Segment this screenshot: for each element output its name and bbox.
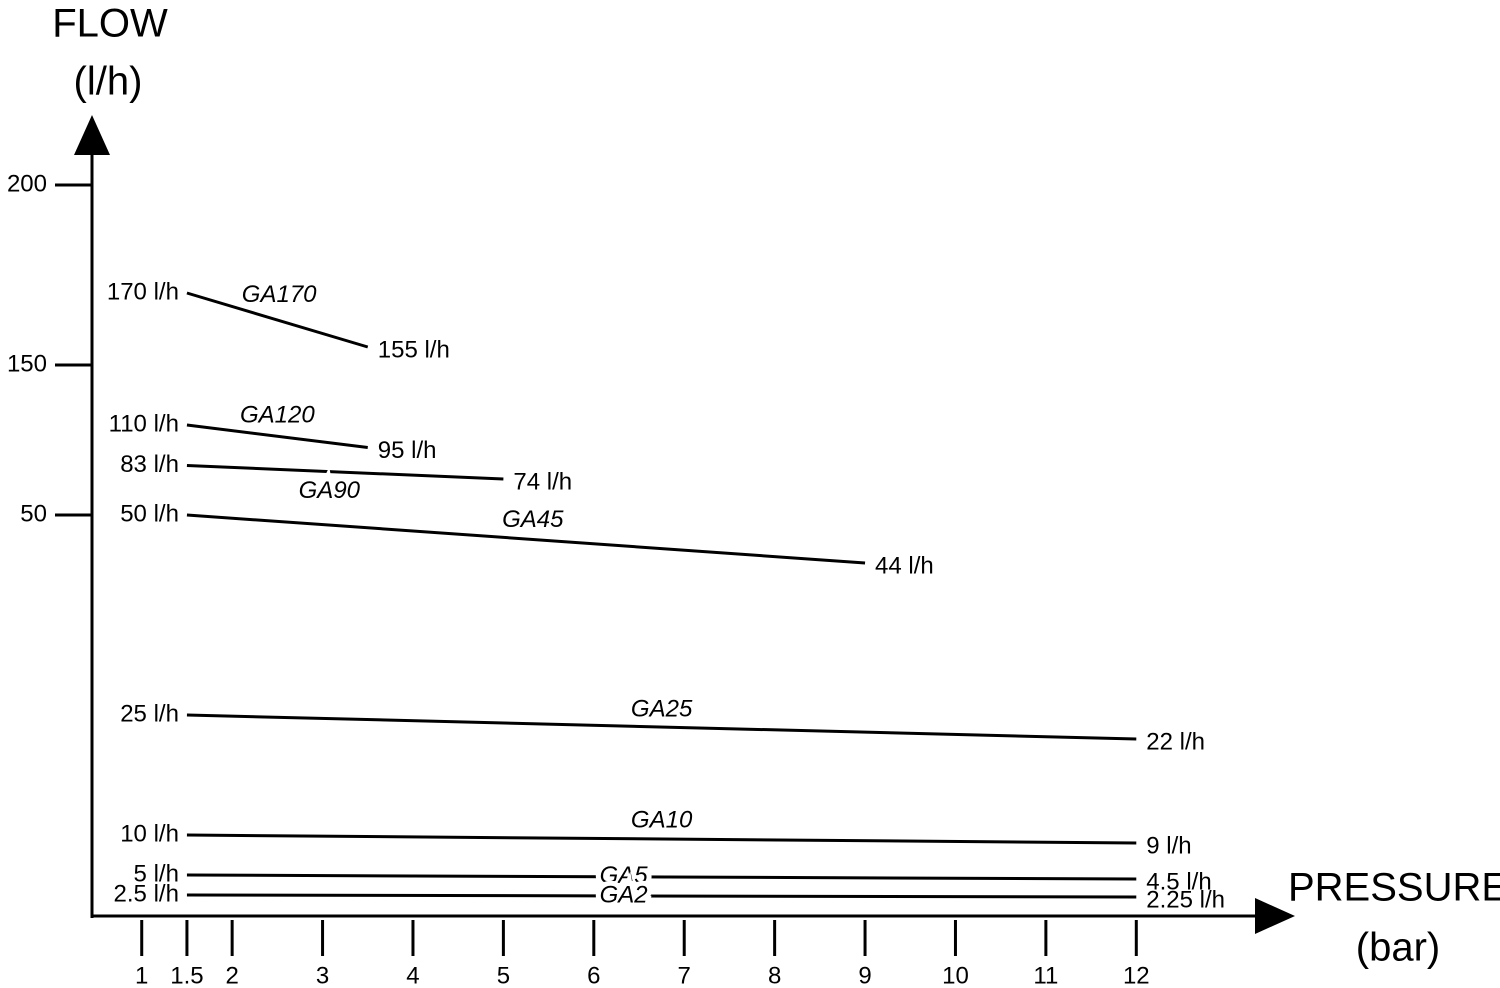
- series-name: GA5: [600, 862, 649, 889]
- x-axis-label: PRESSURE: [1288, 866, 1500, 910]
- series-name: GA90: [299, 477, 361, 504]
- x-tick-label: 8: [768, 962, 781, 988]
- series-line: [186, 464, 504, 481]
- data-label: 25 l/h: [120, 700, 179, 727]
- y-axis-label: (l/h): [74, 60, 143, 104]
- data-label: 2.25 l/h: [1146, 886, 1225, 913]
- data-label: 44 l/h: [875, 552, 934, 579]
- x-axis-label: (bar): [1356, 926, 1440, 970]
- data-label: 83 l/h: [120, 451, 179, 478]
- data-label: 50 l/h: [120, 500, 179, 527]
- data-label: 95 l/h: [378, 437, 437, 464]
- x-axis-arrow: [1255, 898, 1295, 934]
- x-tick-label: 1.5: [170, 962, 203, 988]
- data-label: 74 l/h: [513, 468, 572, 495]
- data-label: 9 l/h: [1146, 832, 1191, 859]
- series-name: GA120: [240, 402, 315, 429]
- x-tick-label: 2: [225, 962, 238, 988]
- series-name: GA10: [631, 806, 693, 833]
- series-line: [186, 873, 1137, 881]
- series-name: GA2: [600, 881, 648, 908]
- series-name: GA45: [502, 506, 564, 533]
- x-tick-label: 5: [497, 962, 510, 988]
- data-label: 170 l/h: [107, 278, 179, 305]
- data-label: 22 l/h: [1146, 728, 1205, 755]
- series-line: [186, 833, 1137, 845]
- x-tick-label: 12: [1123, 962, 1150, 988]
- x-tick-label: 3: [316, 962, 329, 988]
- data-label: 4.5 l/h: [1146, 868, 1211, 895]
- y-axis-label: FLOW: [52, 2, 168, 46]
- y-tick-label: 150: [7, 350, 47, 377]
- y-tick-label: 200: [7, 170, 47, 197]
- series-line: [186, 513, 866, 565]
- data-label: 5 l/h: [134, 860, 179, 887]
- x-tick-label: 1: [135, 962, 148, 988]
- data-label: 10 l/h: [120, 820, 179, 847]
- x-tick-label: 4: [406, 962, 419, 988]
- x-tick-label: 6: [587, 962, 600, 988]
- data-label: 155 l/h: [378, 336, 450, 363]
- x-tick-label: 9: [858, 962, 871, 988]
- series-line: [186, 893, 1137, 899]
- y-axis-arrow: [74, 115, 110, 155]
- data-label: 2.5 l/h: [114, 880, 179, 907]
- data-label: 110 l/h: [109, 410, 179, 437]
- series-line: [186, 713, 1137, 741]
- x-tick-label: 11: [1033, 962, 1058, 988]
- series-name: GA25: [631, 695, 693, 722]
- x-tick-label: 10: [942, 962, 969, 988]
- series-line: [186, 291, 369, 349]
- y-tick-label: 50: [20, 500, 47, 527]
- series-name: GA170: [242, 281, 317, 308]
- x-tick-label: 7: [678, 962, 691, 988]
- series-line: [186, 423, 368, 449]
